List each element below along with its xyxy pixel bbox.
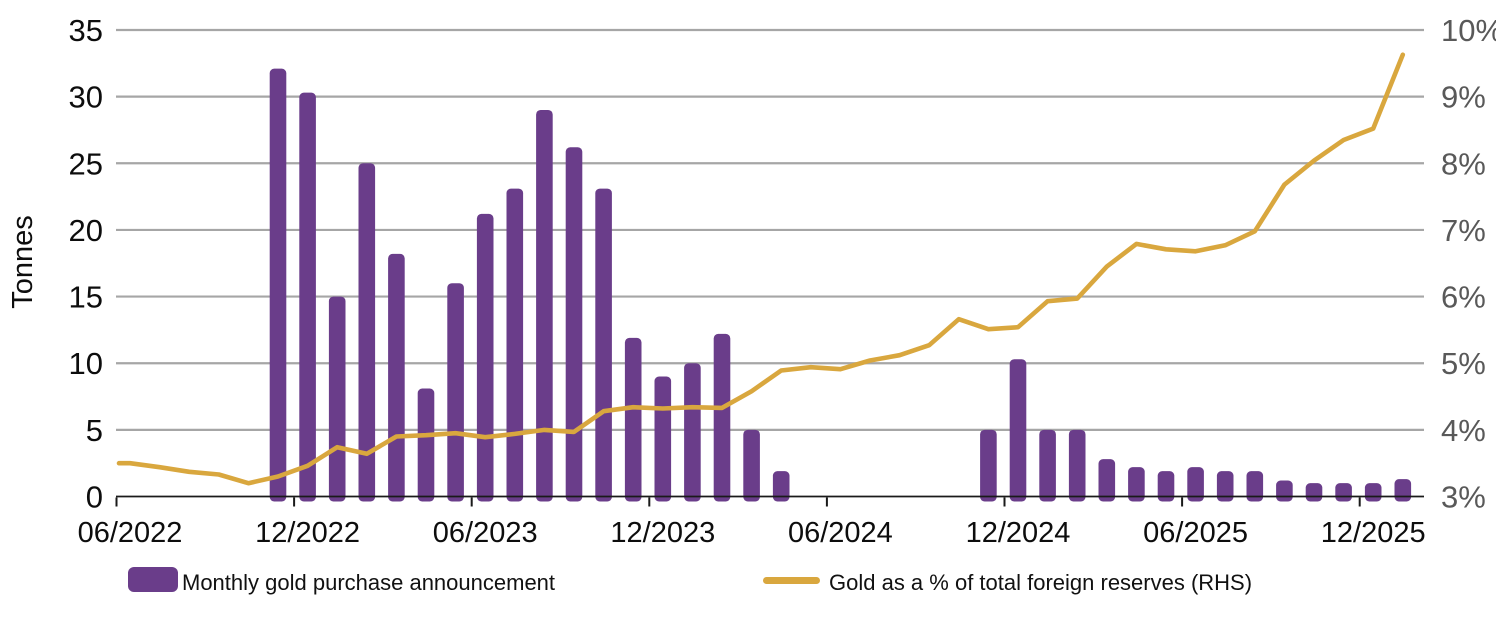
bar-04/2025	[1128, 467, 1145, 502]
left-axis-tick-labels: 0 5 10 15 20 25 30 35	[69, 13, 103, 515]
bar-12/2024	[1009, 359, 1027, 502]
bar-11/2024	[980, 429, 997, 502]
bar-02/2025	[1068, 429, 1086, 502]
x-tick-label: 12/2025	[1321, 517, 1426, 549]
left-tick-label: 25	[69, 146, 103, 181]
legend: Monthly gold purchase announcement Gold …	[128, 567, 1252, 595]
x-tick-label: 06/2025	[1143, 517, 1248, 549]
bar-01/2026	[1394, 479, 1412, 502]
bar-04/2023	[417, 388, 435, 502]
right-tick-label: 3%	[1441, 480, 1486, 515]
bar-07/2025	[1216, 471, 1234, 502]
bar-12/2025	[1364, 483, 1382, 502]
x-tick-label: 06/2024	[788, 517, 893, 549]
bar-02/2023	[358, 163, 376, 502]
line-path	[116, 52, 1406, 486]
bar-05/2023	[447, 283, 464, 502]
bar-01/2024	[684, 363, 701, 502]
right-tick-label: 7%	[1441, 213, 1486, 248]
x-tick-label: 06/2023	[433, 517, 538, 549]
bar-12/2022	[299, 92, 316, 502]
legend-line-label: Gold as a % of total foreign reserves (R…	[829, 570, 1252, 595]
right-tick-label: 9%	[1441, 80, 1486, 115]
bar-09/2023	[565, 147, 583, 502]
left-tick-label: 0	[86, 480, 103, 515]
legend-bar-swatch	[128, 567, 178, 592]
bar-08/2023	[536, 109, 553, 502]
bar-series	[269, 68, 1412, 502]
right-tick-label: 4%	[1441, 413, 1486, 448]
x-axis	[115, 495, 1424, 507]
bar-06/2023	[476, 213, 494, 502]
x-tick-label: 12/2022	[255, 517, 360, 549]
legend-bar-label: Monthly gold purchase announcement	[182, 570, 555, 595]
left-tick-label: 35	[69, 13, 103, 48]
left-tick-label: 20	[69, 213, 103, 248]
left-tick-label: 30	[69, 80, 103, 115]
right-tick-label: 6%	[1441, 280, 1486, 315]
left-tick-label: 10	[69, 346, 103, 381]
left-axis-title: Tonnes	[7, 215, 39, 309]
bar-03/2025	[1098, 459, 1116, 502]
bar-09/2025	[1276, 480, 1293, 502]
bar-03/2024	[743, 429, 760, 502]
bar-11/2023	[624, 337, 642, 502]
bar-11/2025	[1335, 483, 1352, 502]
x-axis-tick-labels: 06/2022 12/2022 06/2023 12/2023 06/2024 12/20…	[78, 517, 1426, 549]
bar-01/2025	[1039, 429, 1056, 502]
bar-04/2024	[772, 471, 790, 502]
right-axis-tick-labels: 3% 4% 5% 6% 7% 8% 9% 10%	[1441, 13, 1496, 515]
bar-01/2023	[328, 296, 346, 502]
bar-08/2025	[1246, 471, 1264, 502]
bar-05/2025	[1157, 471, 1175, 502]
bar-12/2023	[654, 376, 672, 502]
x-tick-label: 06/2022	[78, 517, 183, 549]
bar-03/2023	[388, 253, 405, 502]
bar-10/2025	[1305, 483, 1323, 502]
bar-11/2022	[269, 68, 287, 502]
bar-02/2024	[713, 333, 731, 502]
x-tick-label: 12/2023	[610, 517, 715, 549]
left-tick-label: 15	[69, 280, 103, 315]
bar-06/2025	[1187, 467, 1204, 502]
right-tick-label: 5%	[1441, 346, 1486, 381]
left-tick-label: 5	[86, 413, 103, 448]
right-tick-label: 8%	[1441, 146, 1486, 181]
legend-line-swatch	[763, 577, 820, 584]
x-tick-label: 12/2024	[966, 517, 1071, 549]
line-series	[116, 52, 1406, 486]
bar-10/2023	[595, 188, 612, 502]
bar-07/2023	[506, 188, 524, 502]
right-tick-label: 10%	[1441, 13, 1496, 48]
